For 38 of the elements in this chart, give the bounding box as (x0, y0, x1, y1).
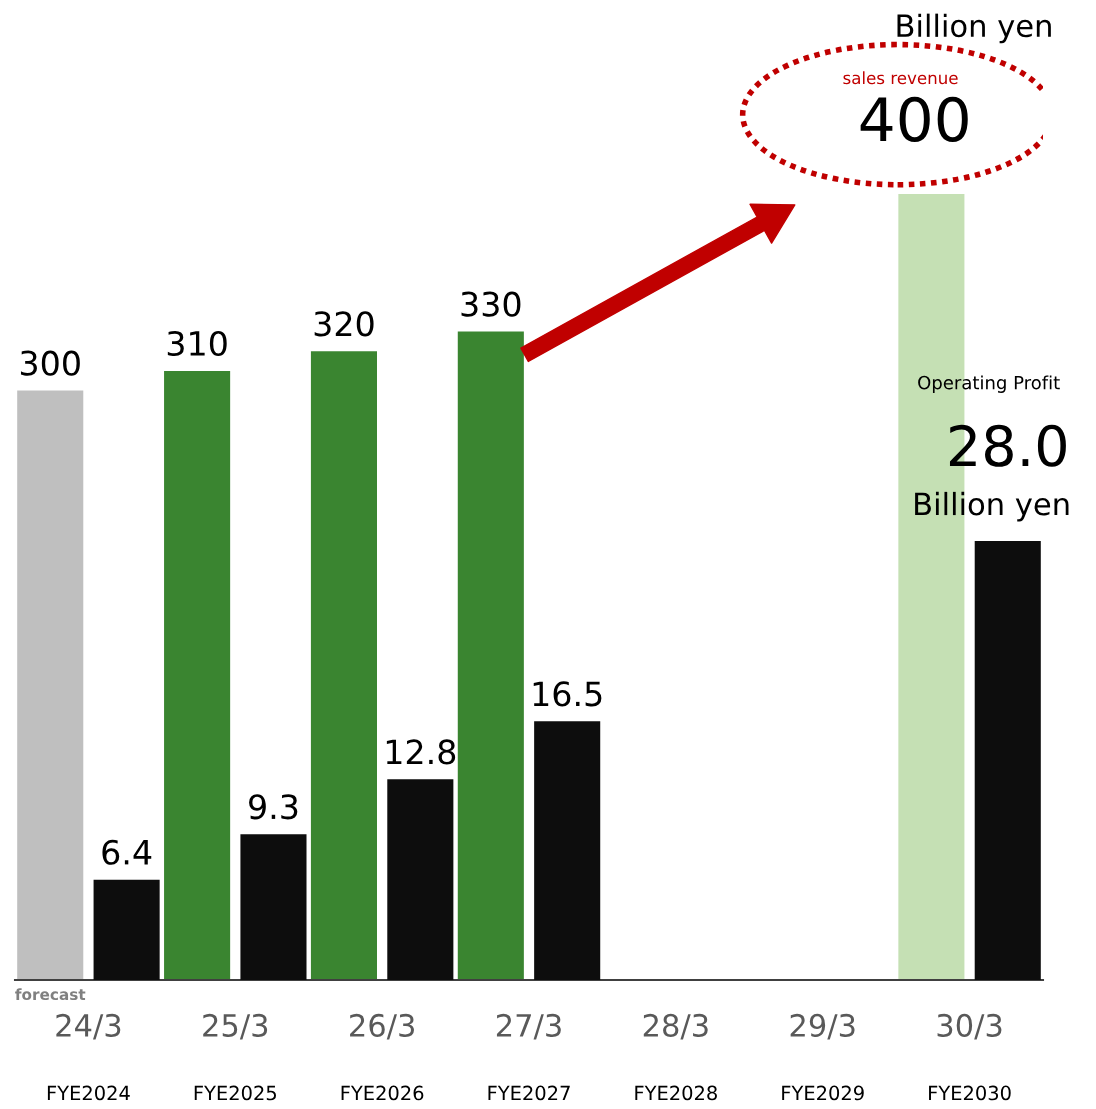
annotation: Operating Profit (918, 375, 1060, 393)
x-tick-label: 28/3 (643, 1013, 708, 1040)
data-label: 400 (860, 96, 968, 142)
bar (387, 779, 454, 980)
data-label: 9.3 (249, 794, 298, 820)
data-label: 16.5 (533, 681, 602, 707)
text: Billion yen (897, 13, 1051, 44)
x-tick-label: 24/3 (56, 1013, 121, 1040)
bar (164, 370, 231, 980)
data-label: 6.4 (102, 839, 152, 865)
data-label: 320 (314, 311, 374, 337)
text: FYE2026 (341, 1085, 424, 1101)
bar (240, 834, 307, 980)
text: FYE2030 (929, 1085, 1011, 1101)
bar (310, 351, 377, 980)
annotation: Billion yen (915, 491, 1069, 522)
x-tick-label: 30/3 (937, 1013, 1002, 1040)
text: FYE2029 (782, 1085, 864, 1101)
bar (93, 879, 160, 980)
data-label: 300 (20, 350, 80, 376)
text: FYE2025 (194, 1085, 276, 1101)
bar (17, 390, 84, 980)
data-label: 28.0 (949, 424, 1066, 467)
text: FYE2027 (488, 1085, 570, 1101)
text: FYE2024 (47, 1085, 130, 1101)
data-label: 12.8 (386, 739, 456, 765)
x-tick-label: 26/3 (350, 1013, 414, 1040)
text: FYE2028 (635, 1085, 717, 1101)
data-label: 310 (167, 330, 227, 357)
bar (974, 540, 1041, 980)
data-label: 330 (461, 291, 521, 317)
bar (534, 721, 601, 980)
x-tick-label: 29/3 (790, 1013, 855, 1040)
bar (457, 331, 524, 980)
text: sales revenue (843, 71, 958, 85)
x-tick-label: 27/3 (496, 1013, 561, 1040)
x-tick-label: 25/3 (203, 1013, 268, 1040)
text: forecast (15, 988, 86, 1001)
